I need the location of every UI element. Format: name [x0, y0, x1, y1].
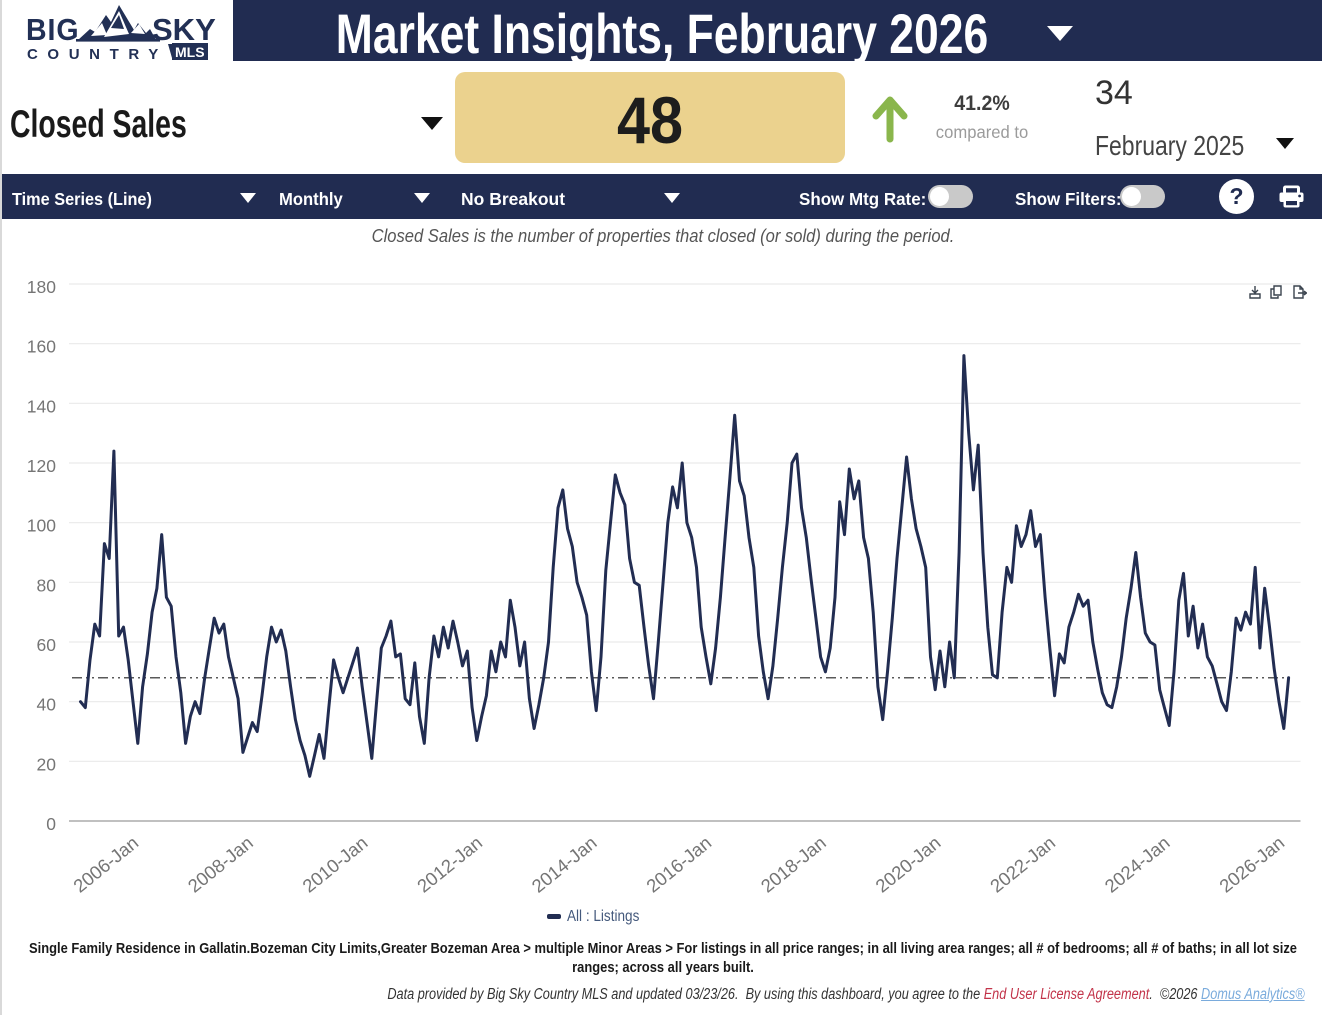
svg-text:140: 140: [27, 396, 56, 416]
svg-text:2010-Jan: 2010-Jan: [298, 832, 371, 897]
svg-text:2020-Jan: 2020-Jan: [871, 832, 944, 897]
svg-text:2016-Jan: 2016-Jan: [642, 832, 715, 897]
svg-text:120: 120: [27, 456, 56, 476]
svg-text:2018-Jan: 2018-Jan: [757, 832, 830, 897]
svg-text:2012-Jan: 2012-Jan: [413, 832, 486, 897]
svg-text:BIG: BIG: [26, 13, 79, 47]
svg-text:160: 160: [27, 337, 56, 357]
svg-text:SKY: SKY: [152, 12, 216, 47]
svg-text:180: 180: [27, 277, 56, 297]
svg-text:2024-Jan: 2024-Jan: [1101, 832, 1174, 897]
svg-text:20: 20: [37, 754, 57, 774]
svg-text:2014-Jan: 2014-Jan: [528, 832, 601, 897]
svg-text:2006-Jan: 2006-Jan: [69, 832, 142, 897]
svg-text:40: 40: [37, 695, 57, 715]
svg-text:2022-Jan: 2022-Jan: [986, 832, 1059, 897]
svg-text:COUNTRY: COUNTRY: [27, 46, 168, 61]
svg-text:0: 0: [46, 814, 56, 834]
svg-text:80: 80: [37, 575, 57, 595]
svg-text:2026-Jan: 2026-Jan: [1215, 832, 1288, 897]
svg-text:60: 60: [37, 635, 57, 655]
svg-text:100: 100: [27, 516, 56, 536]
svg-text:MLS: MLS: [175, 44, 205, 60]
svg-text:2008-Jan: 2008-Jan: [184, 832, 257, 897]
